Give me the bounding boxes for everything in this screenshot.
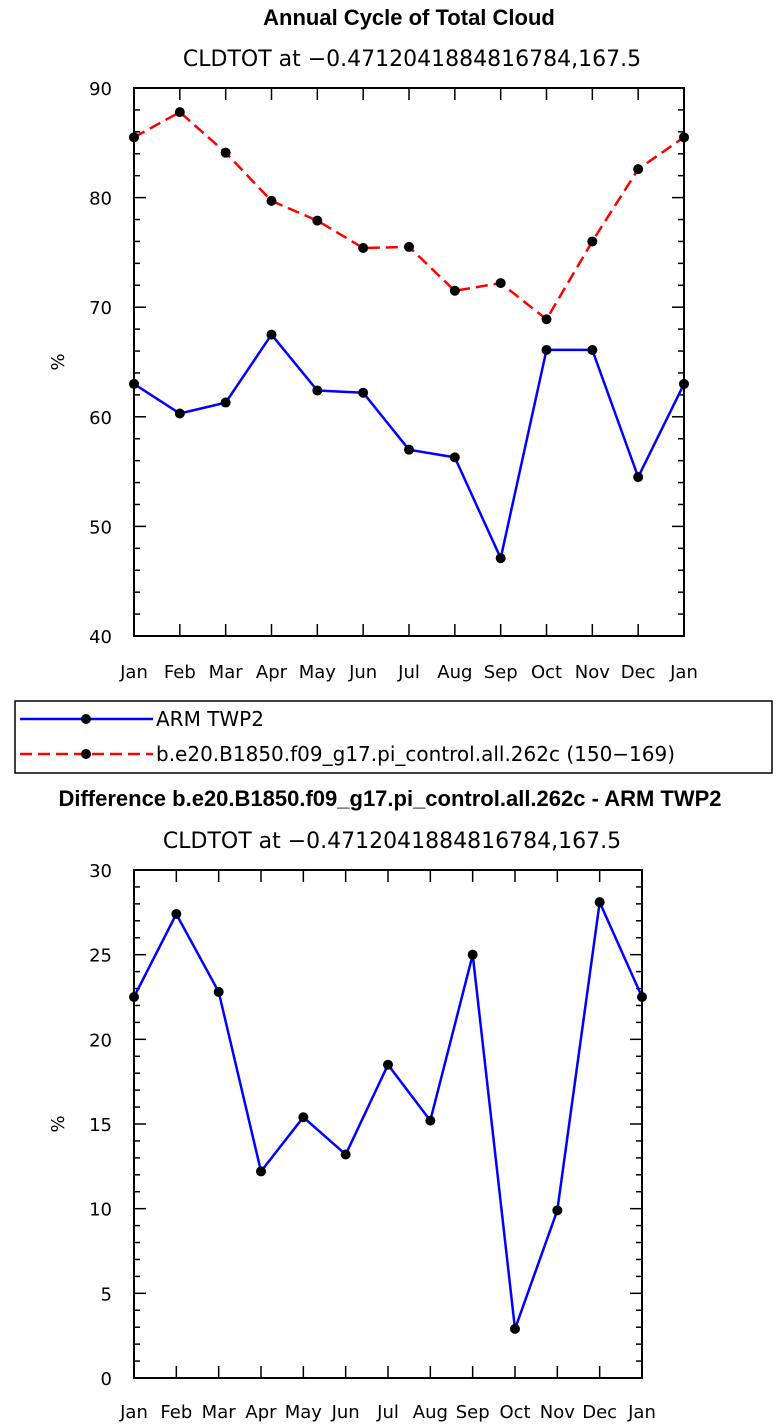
legend: ARM TWP2 b.e20.B1850.f09_g17.pi_control.a… (14, 700, 773, 774)
x-tick-label: May (285, 1402, 323, 1423)
chart2-tick-labels: 0 5 10 15 20 25 30 Jan Feb Mar Apr May Jun Jul Aug Sep O… (89, 861, 656, 1423)
y-tick-label: 60 (89, 408, 112, 429)
chart1-plot-frame (133, 87, 685, 637)
y-tick-label: 10 (89, 1200, 112, 1221)
x-tick-label: Aug (413, 1402, 448, 1423)
chart2-series (129, 897, 647, 1334)
data-point (467, 949, 478, 960)
x-tick-label: Jun (331, 1402, 360, 1423)
chart2-plot-frame (133, 869, 643, 1379)
chart1-title: Annual Cycle of Total Cloud (263, 5, 555, 30)
chart2-subtitle: CLDTOT at −0.4712041884816784,167.5 (163, 829, 621, 854)
y-tick-label: 50 (89, 517, 112, 538)
x-tick-label: Jan (669, 662, 698, 683)
x-tick-label: Mar (209, 662, 244, 683)
y-tick-label: 0 (101, 1369, 112, 1390)
chart2-ticks (133, 869, 643, 1379)
series-line (133, 110, 685, 322)
data-point (552, 1205, 563, 1216)
data-point (174, 408, 185, 419)
legend-entries: ARM TWP2 b.e20.B1850.f09_g17.pi_control.a… (20, 707, 675, 766)
data-point (541, 314, 552, 325)
data-point (495, 278, 506, 289)
data-point (404, 241, 414, 252)
difference-chart: Difference b.e20.B1850.f09_g17.pi_contro… (48, 786, 722, 1423)
x-tick-label: May (299, 662, 337, 683)
x-tick-label: Jan (119, 662, 148, 683)
x-tick-label: Sep (456, 1402, 490, 1423)
series-line (132, 897, 644, 1330)
data-point (449, 452, 460, 463)
legend-marker (81, 714, 91, 724)
x-tick-label: Oct (531, 662, 562, 683)
data-point (449, 285, 460, 296)
data-point (358, 387, 369, 398)
legend-label: b.e20.B1850.f09_g17.pi_control.all.262c … (156, 742, 675, 766)
data-point (220, 397, 231, 408)
chart2-title: Difference b.e20.B1850.f09_g17.pi_contro… (58, 786, 721, 811)
x-tick-label: Mar (202, 1402, 237, 1423)
x-tick-label: Nov (540, 1402, 575, 1423)
x-tick-label: Sep (484, 662, 518, 683)
x-tick-label: Jul (397, 662, 420, 683)
chart1-ticks (133, 87, 685, 637)
data-point (633, 472, 644, 483)
data-point (541, 344, 552, 355)
data-point (312, 215, 323, 226)
x-tick-label: Feb (164, 662, 196, 683)
legend-label: ARM TWP2 (156, 707, 264, 731)
data-point (174, 107, 185, 118)
x-tick-label: Apr (256, 662, 288, 683)
x-tick-label: Dec (582, 1402, 617, 1423)
y-tick-label: 30 (89, 861, 112, 882)
chart1-y-axis-label: % (48, 353, 69, 370)
y-tick-label: 5 (101, 1284, 112, 1305)
data-point (340, 1149, 351, 1160)
x-tick-label: Nov (575, 662, 610, 683)
data-point (358, 243, 369, 254)
y-tick-label: 90 (89, 79, 112, 100)
data-point (594, 897, 605, 908)
data-point (404, 444, 414, 455)
data-point (220, 147, 231, 158)
data-point (256, 1166, 266, 1177)
data-point (298, 1112, 309, 1123)
y-tick-label: 20 (89, 1030, 112, 1051)
data-point (312, 385, 323, 396)
annual-cycle-chart: Annual Cycle of Total Cloud CLDTOT at −0… (48, 5, 698, 683)
data-point (266, 329, 277, 340)
data-point (425, 1115, 436, 1126)
x-tick-label: Jul (376, 1402, 399, 1423)
y-tick-label: 25 (89, 946, 112, 967)
data-point (587, 236, 598, 247)
x-tick-label: Oct (499, 1402, 530, 1423)
y-tick-label: 40 (89, 627, 112, 648)
x-tick-label: Jun (348, 662, 377, 683)
data-point (510, 1323, 520, 1334)
data-point (633, 164, 644, 175)
data-point (495, 553, 506, 564)
y-tick-label: 15 (89, 1115, 112, 1136)
data-point (383, 1059, 393, 1070)
data-point (213, 986, 224, 997)
y-tick-label: 80 (89, 189, 112, 210)
x-tick-label: Jan (627, 1402, 656, 1423)
legend-marker (81, 749, 91, 759)
x-tick-label: Feb (160, 1402, 192, 1423)
data-point (266, 195, 277, 206)
y-tick-label: 70 (89, 298, 112, 319)
chart2-y-axis-label: % (48, 1115, 69, 1132)
chart1-subtitle: CLDTOT at −0.4712041884816784,167.5 (183, 47, 641, 72)
data-point (171, 909, 182, 920)
data-point (587, 344, 598, 355)
x-tick-label: Apr (245, 1402, 277, 1423)
x-tick-label: Jan (119, 1402, 148, 1423)
chart1-series (129, 107, 689, 564)
legend-box (14, 700, 773, 774)
chart1-tick-labels: 40 50 60 70 80 90 Jan Feb Mar Apr May Jun Jul Aug Sep O… (89, 79, 698, 683)
x-tick-label: Dec (621, 662, 656, 683)
x-tick-label: Aug (437, 662, 472, 683)
